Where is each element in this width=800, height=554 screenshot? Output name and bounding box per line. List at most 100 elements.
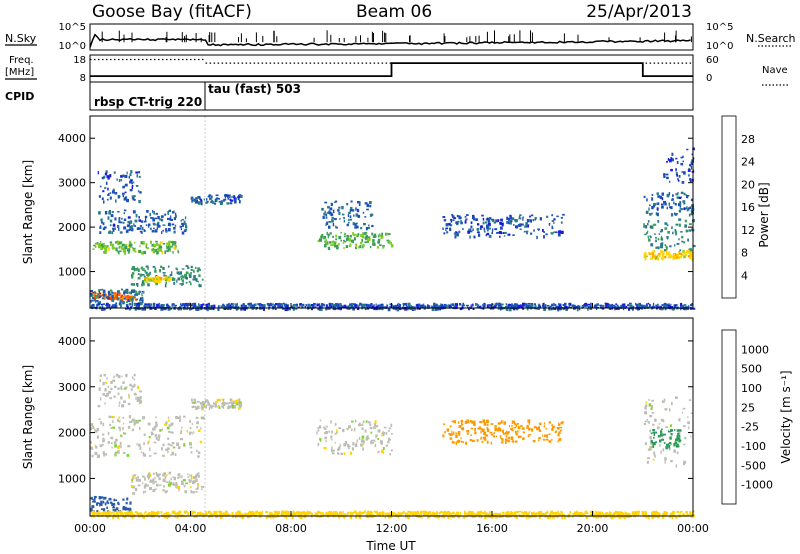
scatter-cell: [181, 268, 185, 270]
scatter-cell: [326, 241, 329, 245]
scatter-cell: [114, 444, 117, 448]
scatter-cell: [678, 434, 681, 437]
scatter-cell: [490, 423, 494, 425]
scatter-cell: [651, 412, 655, 414]
power-cells: [90, 147, 696, 312]
scatter-cell: [128, 508, 132, 512]
scatter-cell: [112, 419, 114, 423]
scatter-cell: [334, 513, 338, 516]
scatter-cell: [127, 220, 131, 224]
scatter-cell: [126, 198, 129, 203]
scatter-cell: [232, 401, 236, 404]
scatter-cell: [99, 379, 102, 382]
scatter-cell: [486, 217, 489, 221]
scatter-cell: [470, 225, 473, 229]
scatter-cell: [102, 222, 105, 226]
scatter-cell: [171, 304, 174, 307]
scatter-cell: [522, 308, 525, 310]
scatter-cell: [437, 307, 441, 311]
scatter-cell: [353, 234, 356, 237]
scatter-cell: [90, 294, 93, 297]
scatter-cell: [347, 445, 351, 448]
scatter-cell: [430, 514, 433, 517]
scatter-cell: [407, 307, 409, 311]
scatter-cell: [183, 223, 187, 226]
scatter-cell: [664, 303, 667, 305]
colorbar-tick-label: 16: [741, 201, 755, 214]
scatter-cell: [658, 307, 660, 310]
scatter-cell: [326, 513, 329, 517]
scatter-cell: [146, 484, 149, 487]
scatter-cell: [461, 304, 464, 308]
scatter-cell: [181, 481, 184, 485]
scatter-cell: [679, 207, 681, 210]
scatter-cell: [371, 441, 375, 444]
scatter-cell: [349, 218, 353, 221]
scatter-cell: [123, 387, 127, 390]
scatter-cell: [470, 427, 473, 430]
scatter-cell: [375, 435, 377, 439]
scatter-cell: [321, 207, 324, 211]
scatter-cell: [333, 513, 336, 516]
scatter-cell: [678, 251, 680, 254]
scatter-cell: [535, 307, 538, 310]
scatter-cell: [109, 174, 112, 178]
scatter-cell: [102, 500, 105, 504]
scatter-cell: [114, 442, 117, 446]
scatter-cell: [358, 511, 362, 515]
scatter-cell: [263, 307, 265, 311]
nave-tick-top: 60: [706, 55, 719, 66]
scatter-cell: [358, 515, 362, 520]
scatter-cell: [357, 201, 360, 204]
scatter-cell: [431, 511, 435, 515]
scatter-cell: [197, 451, 201, 454]
scatter-cell: [190, 307, 193, 310]
scatter-cell: [434, 307, 438, 311]
scatter-cell: [270, 512, 272, 516]
scatter-cell: [608, 305, 612, 308]
scatter-cell: [612, 512, 616, 515]
scatter-cell: [154, 217, 158, 220]
scatter-cell: [477, 304, 480, 306]
scatter-cell: [493, 221, 497, 224]
scatter-cell: [488, 224, 490, 227]
scatter-cell: [292, 513, 294, 516]
scatter-cell: [486, 426, 489, 431]
scatter-cell: [229, 405, 232, 409]
scatter-cell: [99, 227, 102, 229]
scatter-cell: [482, 428, 485, 431]
scatter-cell: [351, 512, 353, 517]
scatter-cell: [284, 305, 287, 307]
scatter-cell: [169, 249, 171, 252]
scatter-cell: [573, 511, 576, 514]
scatter-cell: [174, 215, 177, 218]
scatter-cell: [356, 225, 359, 229]
scatter-cell: [381, 303, 384, 307]
scatter-cell: [153, 427, 156, 431]
scatter-cell: [107, 176, 110, 180]
scatter-cell: [120, 304, 122, 307]
scatter-cell: [518, 217, 522, 220]
scatter-cell: [348, 306, 350, 309]
scatter-cell: [581, 305, 583, 309]
scatter-cell: [387, 441, 390, 444]
scatter-cell: [107, 385, 110, 389]
scatter-cell: [355, 515, 358, 519]
scatter-cell: [108, 514, 112, 517]
scatter-cell: [671, 307, 675, 311]
scatter-cell: [543, 422, 545, 425]
scatter-cell: [198, 284, 202, 288]
scatter-cell: [258, 303, 261, 306]
scatter-cell: [457, 221, 459, 225]
scatter-cell: [158, 436, 160, 440]
scatter-cell: [200, 307, 203, 310]
scatter-cell: [559, 307, 562, 311]
scatter-cell: [174, 453, 177, 456]
colorbar-tick-label: 25: [741, 401, 755, 414]
scatter-cell: [543, 305, 545, 309]
scatter-cell: [423, 513, 426, 516]
scatter-cell: [123, 515, 127, 519]
scatter-cell: [529, 215, 531, 218]
scatter-cell: [440, 305, 443, 309]
